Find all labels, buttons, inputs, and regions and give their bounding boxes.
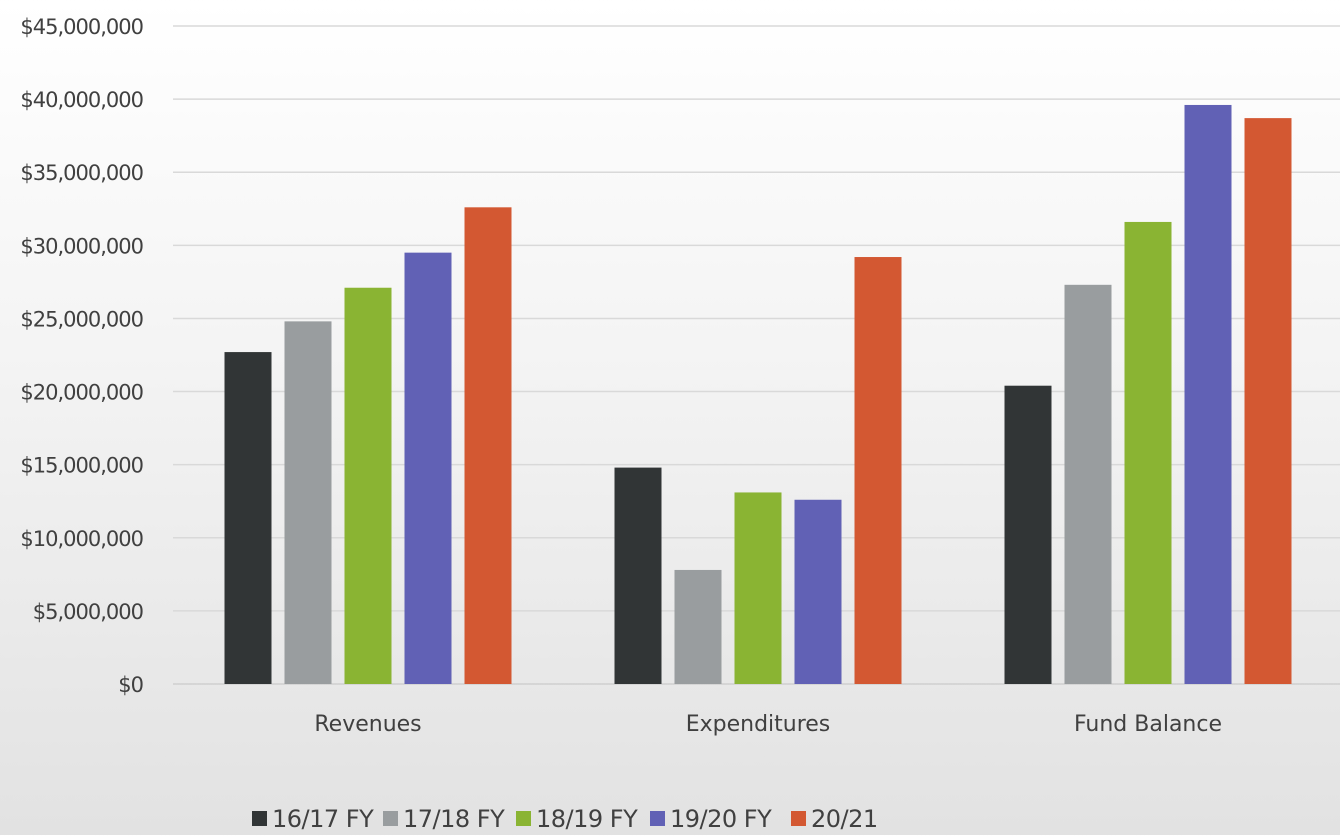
bar-17-18-FY-expenditures: [674, 569, 722, 684]
y-tick-label: $40,000,000: [20, 88, 143, 112]
bar-16-17-FY-expenditures: [614, 467, 662, 684]
bar-18-19-FY-fund-balance: [1124, 221, 1172, 684]
bar-20-21-revenues: [464, 207, 512, 684]
legend-label: 17/18 FY: [403, 805, 505, 833]
y-tick-label: $20,000,000: [20, 381, 143, 405]
legend-swatch: [791, 811, 806, 826]
y-tick-label: $30,000,000: [20, 234, 143, 258]
legend-swatch: [252, 811, 267, 826]
x-tick-label: Expenditures: [686, 712, 831, 737]
x-tick-label: Revenues: [314, 712, 421, 737]
bars: [224, 104, 1292, 685]
y-tick-label: $15,000,000: [20, 454, 143, 478]
y-tick-label: $0: [118, 673, 143, 697]
legend-label: 19/20 FY: [670, 805, 772, 833]
x-axis-ticks: Revenues Expenditures Fund Balance: [314, 712, 1222, 737]
y-axis-ticks: $0 $5,000,000 $10,000,000 $15,000,000 $20,00…: [20, 15, 144, 697]
bar-18-19-FY-revenues: [344, 287, 392, 684]
bar-18-19-FY-expenditures: [734, 492, 782, 684]
y-tick-label: $35,000,000: [20, 161, 143, 185]
y-tick-label: $45,000,000: [20, 15, 143, 39]
legend-swatch: [383, 811, 398, 826]
legend: 16/17 FY 17/18 FY 18/19 FY 19/20 FY 20/21: [252, 805, 878, 833]
legend-swatch: [516, 811, 531, 826]
legend-label: 16/17 FY: [272, 805, 374, 833]
y-tick-label: $25,000,000: [20, 307, 143, 331]
bar-19-20-FY-fund-balance: [1184, 104, 1232, 684]
bar-19-20-FY-expenditures: [794, 499, 842, 684]
legend-swatch: [650, 811, 665, 826]
bar-20-21-expenditures: [854, 257, 902, 684]
bar-16-17-FY-revenues: [224, 352, 272, 684]
y-tick-label: $10,000,000: [20, 527, 143, 551]
bar-20-21-fund-balance: [1244, 118, 1292, 685]
bar-19-20-FY-revenues: [404, 252, 452, 684]
bar-17-18-FY-fund-balance: [1064, 284, 1112, 684]
x-tick-label: Fund Balance: [1074, 712, 1222, 737]
y-tick-label: $5,000,000: [33, 600, 143, 624]
legend-label: 20/21: [811, 805, 878, 833]
legend-label: 18/19 FY: [536, 805, 638, 833]
bar-17-18-FY-revenues: [284, 321, 332, 684]
bar-16-17-FY-fund-balance: [1004, 385, 1052, 684]
